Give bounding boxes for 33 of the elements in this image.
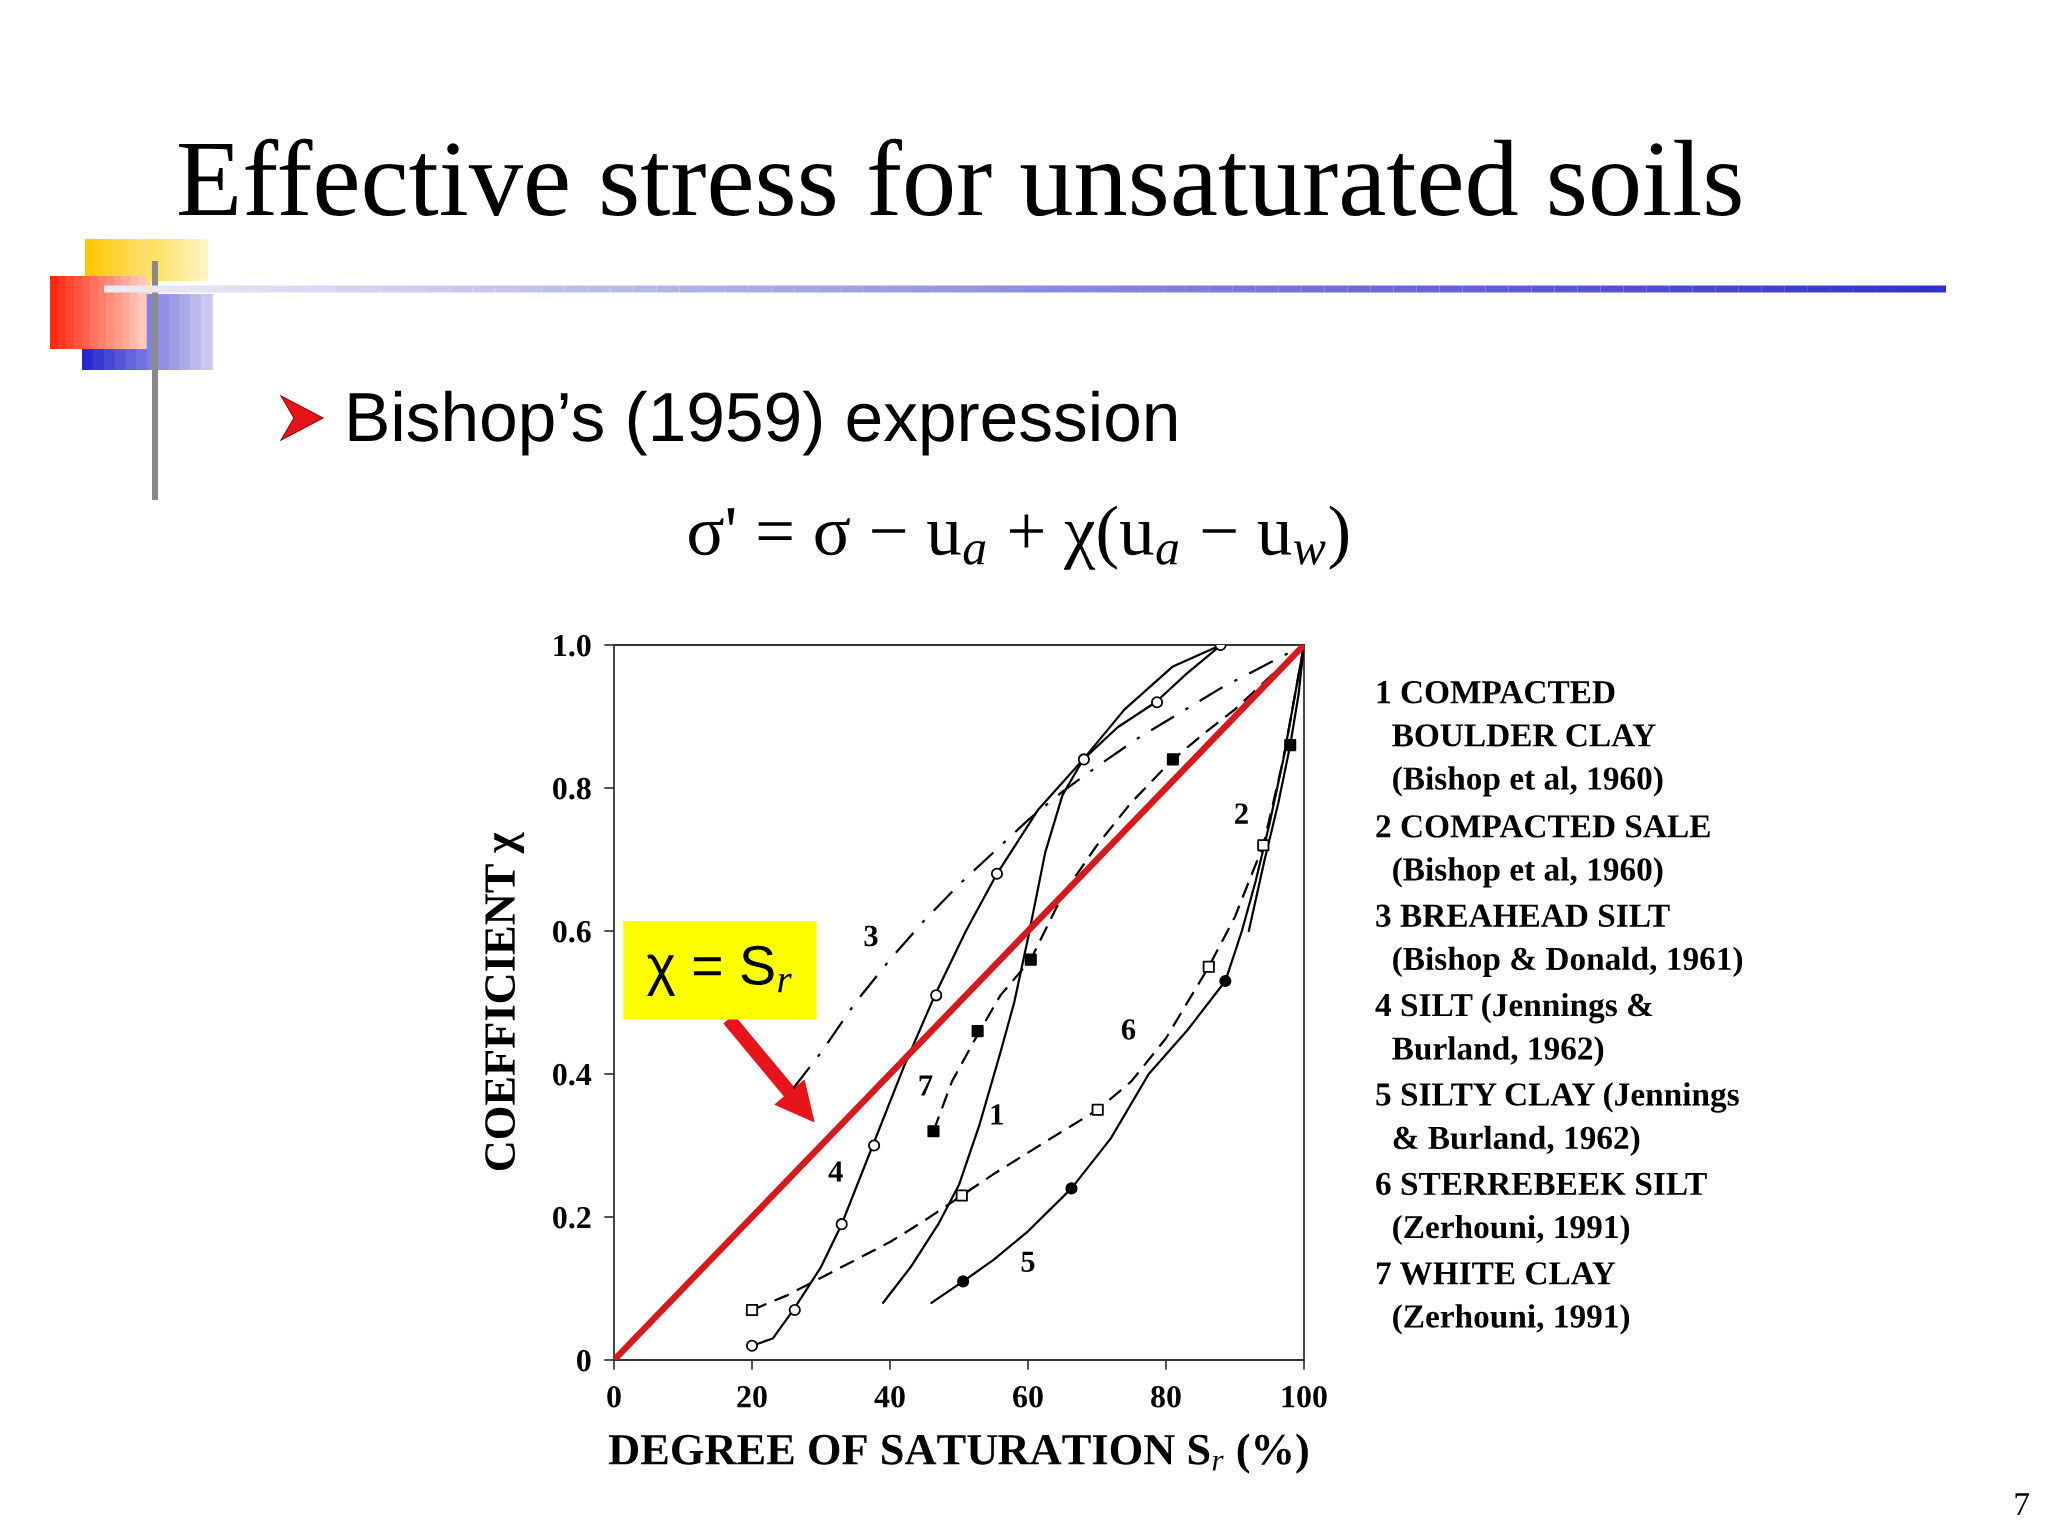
y-tick-label: 0.6 (553, 920, 591, 943)
text: 3 BREAHEAD SILT (Bishop & Donald, 1961) (1376, 904, 1743, 977)
x-axis-title: DEGREE OF SATURATION S$_{r}$ (%) (608, 1433, 1308, 1474)
x-tick-label: 60 (1013, 1385, 1043, 1408)
annotation: χ = S$_{r}$ (647, 945, 792, 996)
series-label: 2 (1235, 803, 1248, 824)
x-tick-label: 0 (607, 1385, 621, 1408)
y-tick-label: 0.8 (553, 777, 591, 800)
series-label: 4 (828, 1161, 843, 1182)
text: 1 COMPACTED BOULDER CLAY (Bishop et al, 1960) (1377, 681, 1663, 797)
y-tick-label: 0 (577, 1349, 591, 1372)
text: σ' = σ − u$_{a}$ + χ(u$_{a}$ − u$_{w}$) (689, 505, 1349, 570)
series-label: 3 (864, 925, 878, 947)
x-tick-label: 40 (874, 1385, 905, 1408)
y-axis-title: COEFFICIENT χ (485, 832, 525, 1171)
x-tick-label: 20 (737, 1385, 767, 1408)
y-tick-label: 0.4 (553, 1063, 592, 1086)
text: 4 SILT (Jennings & Burland, 1962) (1375, 992, 1653, 1067)
text: 6 STERREBEEK SILT (Zerhouni, 1991) (1376, 1172, 1707, 1246)
series-label: 6 (1121, 1019, 1136, 1040)
chart-title: Effective stress for unsaturated soils (179, 138, 1741, 217)
y-tick-label: 1.0 (554, 634, 591, 657)
text: 2 COMPACTED SALE (Bishop et al, 1960) (1376, 815, 1710, 888)
series-label: 5 (1021, 1251, 1035, 1272)
x-tick-label: 80 (1151, 1385, 1181, 1408)
chart-subtitle: Bishop’s (1959) expression (349, 390, 1176, 456)
x-tick-label: 100 (1282, 1385, 1327, 1408)
text: 5 SILTY CLAY (Jennings & Burland, 1962) (1376, 1082, 1739, 1156)
text: 7 WHITE CLAY (Zerhouni, 1991) (1376, 1262, 1630, 1335)
text: 7 (2015, 1493, 2030, 1515)
y-tick-label: 0.2 (553, 1206, 591, 1229)
series-label: 7 (919, 1075, 933, 1096)
series-label: 1 (991, 1104, 1003, 1125)
